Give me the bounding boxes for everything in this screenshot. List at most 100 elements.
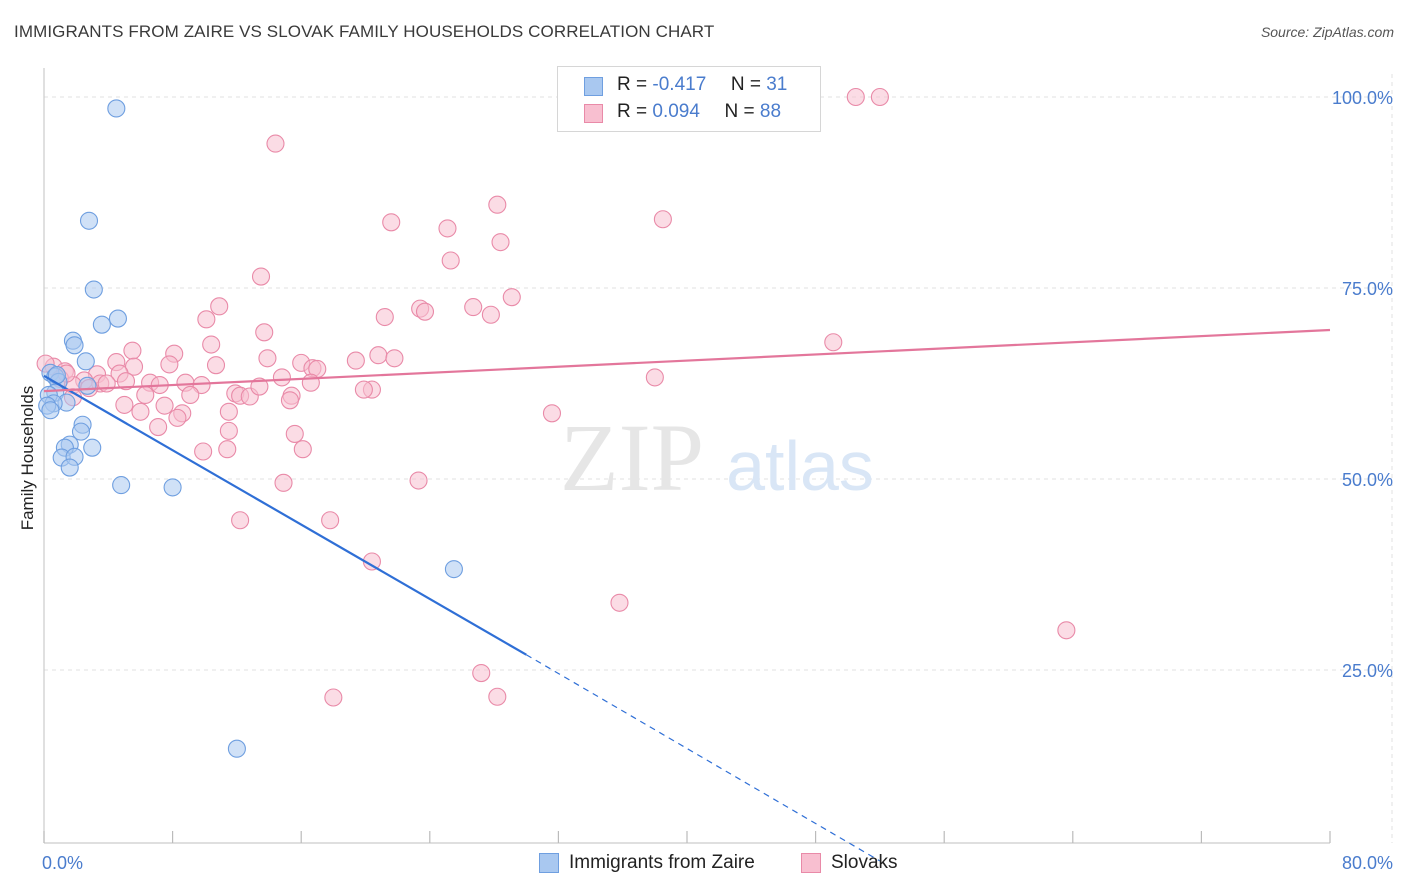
y-tick-label: 75.0% bbox=[1342, 279, 1393, 299]
y-tick-label: 25.0% bbox=[1342, 661, 1393, 681]
data-point-slovaks bbox=[272, 368, 291, 387]
data-point-slovaks bbox=[354, 380, 373, 399]
data-point-slovaks bbox=[160, 355, 179, 374]
data-point-slovaks bbox=[488, 687, 507, 706]
data-point-slovaks bbox=[301, 373, 320, 392]
bottom-legend-label: Slovaks bbox=[831, 852, 898, 873]
data-point-slovaks bbox=[464, 298, 483, 317]
data-point-slovaks bbox=[280, 391, 299, 410]
axes bbox=[43, 68, 1331, 844]
data-point-slovaks bbox=[653, 210, 672, 229]
data-point-slovaks bbox=[369, 346, 388, 365]
data-point-zaire bbox=[112, 476, 131, 495]
bottom-legend-swatch-slovaks bbox=[801, 853, 821, 873]
data-point-slovaks bbox=[258, 349, 277, 368]
data-point-slovaks bbox=[218, 440, 237, 459]
data-point-slovaks bbox=[274, 473, 293, 492]
data-point-zaire bbox=[76, 352, 95, 371]
n-label: N = bbox=[730, 74, 761, 95]
data-point-zaire bbox=[444, 560, 463, 579]
data-points bbox=[36, 87, 1076, 758]
data-point-slovaks bbox=[502, 288, 521, 307]
data-point-slovaks bbox=[441, 251, 460, 270]
data-point-slovaks bbox=[266, 134, 285, 153]
data-point-slovaks bbox=[645, 368, 664, 387]
data-point-slovaks bbox=[206, 356, 226, 375]
watermark-zip: ZIP bbox=[560, 404, 704, 511]
data-point-slovaks bbox=[375, 307, 394, 327]
data-point-slovaks bbox=[385, 349, 404, 368]
watermark: ZIP atlas bbox=[560, 404, 874, 511]
data-point-zaire bbox=[107, 99, 126, 118]
x-tick-label: 80.0% bbox=[1342, 853, 1393, 873]
y-tick-label: 50.0% bbox=[1342, 470, 1393, 490]
data-point-zaire bbox=[78, 376, 97, 395]
gridlines bbox=[44, 74, 1393, 843]
data-point-slovaks bbox=[194, 442, 213, 461]
bottom-legend-swatch-zaire bbox=[539, 853, 559, 873]
n-value: 88 bbox=[759, 101, 782, 122]
data-point-slovaks bbox=[116, 372, 136, 391]
data-point-slovaks bbox=[197, 310, 216, 329]
trend-line-zaire bbox=[43, 374, 527, 656]
data-point-zaire bbox=[92, 315, 111, 334]
data-point-slovaks bbox=[251, 267, 271, 286]
data-point-slovaks bbox=[409, 471, 428, 490]
data-point-slovaks bbox=[382, 213, 401, 232]
data-point-slovaks bbox=[115, 395, 134, 414]
data-point-slovaks bbox=[824, 333, 843, 352]
y-tick-label: 100.0% bbox=[1332, 88, 1393, 108]
data-point-slovaks bbox=[293, 440, 312, 459]
watermark-atlas: atlas bbox=[726, 427, 874, 505]
legend-swatch-slovaks bbox=[584, 104, 603, 123]
data-point-slovaks bbox=[610, 593, 629, 612]
data-point-slovaks bbox=[219, 402, 238, 421]
data-point-slovaks bbox=[250, 377, 269, 396]
r-value: 0.094 bbox=[652, 101, 700, 122]
data-point-zaire bbox=[84, 280, 103, 299]
data-point-zaire bbox=[163, 478, 182, 497]
data-point-slovaks bbox=[438, 219, 457, 238]
data-point-slovaks bbox=[542, 404, 562, 423]
bottom-legend-label: Immigrants from Zaire bbox=[569, 852, 755, 873]
data-point-slovaks bbox=[123, 341, 142, 360]
data-point-slovaks bbox=[472, 664, 491, 683]
data-point-slovaks bbox=[219, 421, 238, 440]
data-point-slovaks bbox=[124, 357, 144, 376]
data-point-slovaks bbox=[488, 195, 507, 214]
data-point-slovaks bbox=[168, 408, 187, 427]
data-point-slovaks bbox=[131, 402, 150, 421]
data-point-slovaks bbox=[202, 335, 221, 354]
data-point-slovaks bbox=[346, 351, 365, 370]
data-point-slovaks bbox=[285, 424, 304, 443]
r-value: -0.417 bbox=[652, 74, 707, 95]
x-tick-label: 0.0% bbox=[42, 853, 83, 873]
data-point-zaire bbox=[227, 739, 246, 758]
r-label: R = bbox=[617, 74, 648, 95]
data-point-slovaks bbox=[415, 302, 435, 321]
trend-line-zaire-extension bbox=[525, 654, 881, 862]
source-credit: Source: ZipAtlas.com bbox=[1260, 24, 1394, 40]
n-label: N = bbox=[724, 101, 755, 122]
data-point-slovaks bbox=[1057, 621, 1076, 640]
stats-legend: R = -0.417 N = 31 R = 0.094 N = 88 bbox=[557, 66, 821, 132]
data-point-slovaks bbox=[491, 233, 510, 252]
chart-title: IMMIGRANTS FROM ZAIRE VS SLOVAK FAMILY H… bbox=[14, 22, 715, 41]
data-point-slovaks bbox=[481, 305, 500, 324]
trend-line-slovaks bbox=[43, 328, 1331, 393]
data-point-zaire bbox=[65, 336, 84, 355]
legend-swatch-zaire bbox=[584, 77, 603, 96]
data-point-slovaks bbox=[181, 385, 200, 405]
data-point-slovaks bbox=[210, 297, 229, 316]
data-point-zaire bbox=[79, 211, 99, 230]
data-point-zaire bbox=[60, 458, 79, 477]
data-point-zaire bbox=[83, 438, 102, 457]
r-label: R = bbox=[617, 101, 648, 122]
data-point-slovaks bbox=[321, 511, 340, 530]
n-value: 31 bbox=[766, 74, 788, 95]
data-point-slovaks bbox=[136, 385, 155, 405]
tick-labels: 25.0% 50.0% 75.0% 100.0% 0.0% 80.0% bbox=[42, 88, 1393, 873]
trend-lines bbox=[43, 328, 1331, 862]
data-point-zaire bbox=[41, 401, 60, 420]
